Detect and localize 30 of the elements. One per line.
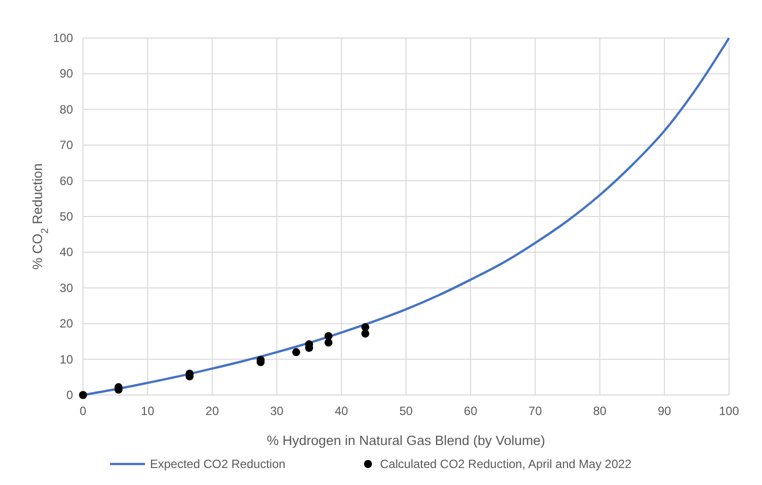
x-tick-label: 0 xyxy=(80,404,87,418)
x-tick-label: 70 xyxy=(528,404,542,418)
x-tick-label: 40 xyxy=(334,404,348,418)
point xyxy=(292,348,300,356)
y-tick-label: 90 xyxy=(60,66,74,81)
point xyxy=(324,338,332,347)
x-tick-label: 80 xyxy=(593,404,607,418)
x-tick-label: 60 xyxy=(464,404,478,418)
y-tick-label: 60 xyxy=(60,174,74,188)
point xyxy=(324,332,332,340)
point xyxy=(79,391,87,399)
y-tick-label: 50 xyxy=(60,210,74,224)
x-tick-label: 30 xyxy=(270,404,284,418)
legend-label: Calculated CO2 Reduction, April and May 2022 xyxy=(380,457,632,471)
y-tick-label: 40 xyxy=(60,245,74,260)
y-tick-label: 100 xyxy=(52,31,74,45)
x-tick-label: 90 xyxy=(658,404,672,418)
x-tick-label: 50 xyxy=(399,404,413,418)
x-axis-title: % Hydrogen in Natural Gas Blend (by Volume) xyxy=(266,433,546,448)
y-tick-label: 0 xyxy=(66,388,74,402)
x-tick-label: 20 xyxy=(206,404,220,418)
x-tick-label: 10 xyxy=(140,404,155,418)
y-tick-label: 80 xyxy=(60,102,74,116)
point xyxy=(361,323,370,332)
y-tick-label: 70 xyxy=(60,138,74,152)
y-tick-label: 30 xyxy=(60,280,74,295)
y-tick-label: 10 xyxy=(60,352,74,366)
x-tick-label: 100 xyxy=(718,404,740,418)
y-tick-label: 20 xyxy=(60,316,74,331)
legend-label: Expected CO2 Reduction xyxy=(150,457,286,471)
